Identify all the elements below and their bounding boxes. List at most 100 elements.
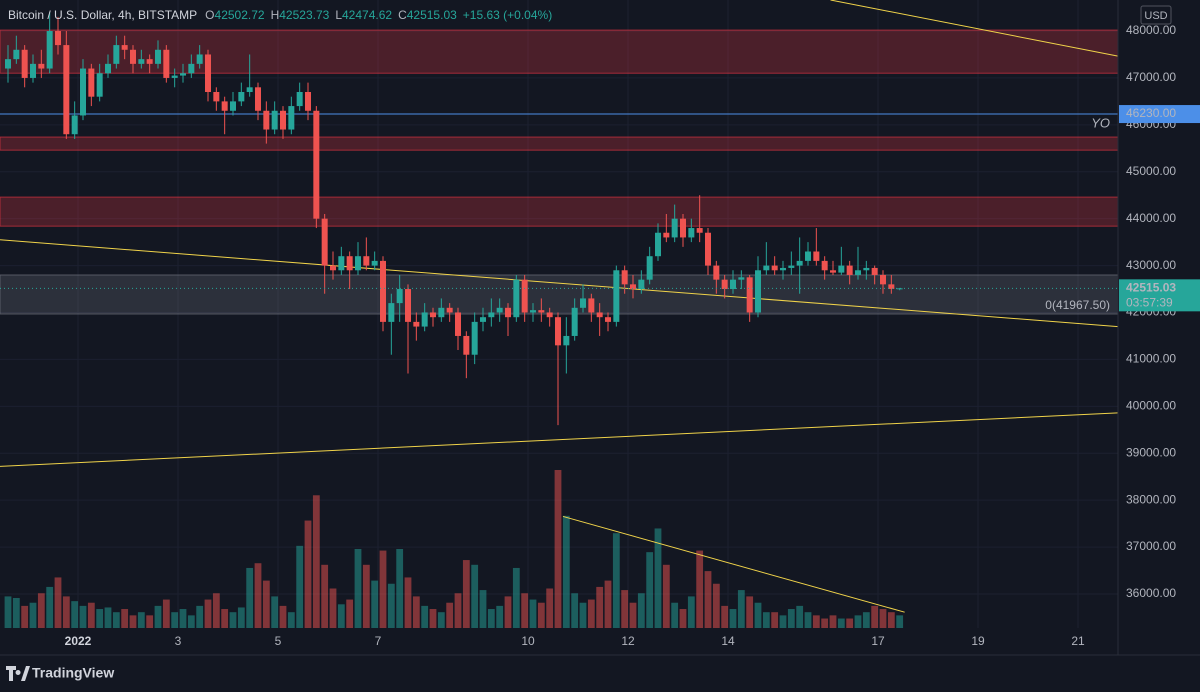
candle-body — [413, 321, 420, 327]
volume-bar — [746, 596, 754, 628]
volume-bar — [221, 609, 229, 628]
volume-bar — [621, 590, 629, 628]
volume-bar — [62, 596, 70, 628]
volume-bar — [771, 612, 779, 628]
volume-bar — [496, 605, 504, 628]
candle-body — [430, 312, 436, 318]
candle-body — [655, 232, 661, 257]
y-tick-label: 41000.00 — [1126, 352, 1176, 366]
candle-body — [421, 312, 428, 327]
candle-body — [721, 279, 728, 290]
volume-bar — [871, 605, 879, 628]
candle-body — [796, 260, 803, 266]
candle-body — [863, 267, 870, 271]
candle-body — [271, 110, 278, 130]
volume-bar — [104, 607, 112, 628]
volume-bar — [37, 593, 45, 628]
candle-body — [146, 59, 153, 64]
level-text: YO — [1091, 115, 1110, 130]
volume-bar — [437, 612, 445, 628]
candle-body — [380, 260, 386, 322]
candle-body — [846, 265, 853, 275]
volume-bar — [562, 515, 570, 628]
candle-body — [171, 75, 178, 78]
volume-bar — [71, 601, 79, 628]
candle-body — [246, 87, 253, 92]
volume-bar — [721, 605, 729, 628]
x-tick-label: 12 — [621, 634, 635, 648]
volume-bar — [29, 602, 37, 628]
trendline — [830, 0, 1119, 57]
candle-body — [596, 312, 603, 318]
level-tag-label: 46230.00 — [1126, 106, 1176, 120]
volume-bar — [137, 612, 145, 628]
volume-bar — [637, 593, 645, 628]
candle-body — [463, 335, 470, 355]
volume-bar — [79, 605, 87, 628]
volume-bar — [12, 597, 20, 628]
volume-bar — [712, 583, 720, 628]
volume-bar — [246, 567, 254, 628]
candle-body — [405, 289, 411, 322]
candle-body — [530, 310, 536, 313]
volume-bar — [429, 609, 437, 628]
volume-bar — [512, 567, 520, 628]
volume-bar — [796, 605, 804, 628]
volume-bar — [504, 596, 512, 628]
trendline — [0, 239, 1119, 328]
volume-bar — [129, 615, 137, 628]
candle-body — [496, 307, 503, 313]
candle-body — [30, 63, 36, 78]
x-tick-label: 3 — [175, 634, 182, 648]
y-tick-label: 44000.00 — [1126, 211, 1176, 225]
candle-body — [180, 73, 186, 76]
brand-logo — [6, 666, 30, 681]
volume-bar — [287, 612, 295, 628]
y-tick-label: 43000.00 — [1126, 258, 1176, 272]
candle-body — [330, 265, 336, 271]
candle-body — [321, 218, 328, 266]
candle-body — [38, 63, 45, 69]
ohlc-value: 42474.62 — [342, 8, 392, 22]
volume-bar — [679, 609, 687, 628]
volume-bar — [704, 571, 712, 628]
volume-bar — [146, 615, 154, 628]
candle-body — [338, 256, 345, 271]
volume-bar — [779, 615, 787, 628]
candle-body — [871, 267, 878, 275]
volume-bar — [279, 605, 287, 628]
zone-label: 0(41967.50) — [1045, 298, 1110, 312]
candle-body — [513, 279, 520, 318]
ohlc-label: L — [335, 8, 342, 22]
candle-body — [580, 298, 586, 308]
candle-body — [563, 335, 570, 346]
candle-body — [88, 68, 95, 97]
y-tick-label: 36000.00 — [1126, 586, 1176, 600]
volume-bar — [204, 599, 212, 628]
brand[interactable]: TradingView — [32, 665, 114, 681]
volume-bar — [154, 605, 162, 628]
candle-body — [538, 310, 545, 313]
candle-body — [21, 49, 28, 78]
currency-box[interactable] — [1140, 5, 1172, 25]
candle-body — [880, 274, 886, 285]
y-tick-label: 37000.00 — [1126, 539, 1176, 553]
volume-bar — [196, 605, 204, 628]
volume-bar — [321, 564, 329, 628]
candle-body — [738, 277, 745, 280]
volume-bar — [4, 596, 12, 628]
candle-body — [788, 265, 795, 268]
candle-body — [713, 265, 720, 280]
candle-body — [646, 256, 653, 280]
candle-body — [221, 101, 228, 111]
volume-bar — [96, 609, 104, 628]
symbol-title: Bitcoin / U.S. Dollar, 4h, BITSTAMP — [8, 8, 197, 22]
candle-body — [763, 265, 770, 271]
candle-body — [680, 218, 686, 238]
candle-body — [130, 49, 136, 64]
volume-bar — [612, 533, 620, 628]
y-tick-label: 47000.00 — [1126, 70, 1176, 84]
volume-bar — [46, 586, 54, 628]
price-tag-label: 42515.03 — [1126, 281, 1176, 295]
